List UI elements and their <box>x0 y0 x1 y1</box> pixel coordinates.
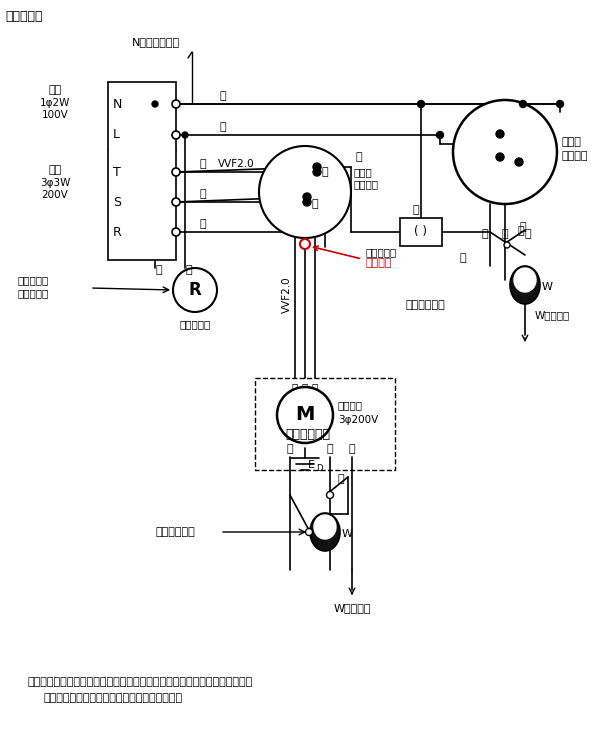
Text: VVF2.0: VVF2.0 <box>282 277 292 313</box>
Text: 100V: 100V <box>42 110 68 120</box>
Bar <box>108 82 176 260</box>
Text: 白: 白 <box>220 91 227 101</box>
Circle shape <box>496 130 504 138</box>
Circle shape <box>300 239 310 249</box>
Circle shape <box>313 163 321 171</box>
Text: W: W <box>542 282 553 292</box>
Text: わたり線は黒: わたり線は黒 <box>405 300 445 310</box>
Circle shape <box>172 131 180 139</box>
Text: 受金ねじ部: 受金ねじ部 <box>18 275 49 285</box>
Text: これ以外にも正解となる結線方法があります。: これ以外にも正解となる結線方法があります。 <box>44 693 183 703</box>
Circle shape <box>172 168 180 176</box>
Circle shape <box>172 228 180 236</box>
Text: わたり線は黒: わたり線は黒 <box>155 527 195 537</box>
Text: イ: イ <box>517 226 524 236</box>
Text: 黒: 黒 <box>200 159 206 169</box>
Circle shape <box>556 101 564 107</box>
Text: L: L <box>113 128 120 142</box>
Text: 電源: 電源 <box>49 85 62 95</box>
Text: 白: 白 <box>200 189 206 199</box>
Text: 赤: 赤 <box>326 444 333 454</box>
Bar <box>400 218 442 246</box>
Circle shape <box>172 100 180 108</box>
Text: イ: イ <box>413 205 419 215</box>
Text: の端子に白: の端子に白 <box>18 288 49 298</box>
Text: T: T <box>113 166 121 179</box>
Circle shape <box>418 101 424 107</box>
Text: リング: リング <box>354 167 373 177</box>
Text: E: E <box>308 460 315 470</box>
Circle shape <box>306 529 312 536</box>
Text: 黒: 黒 <box>286 444 293 454</box>
Circle shape <box>277 387 333 443</box>
Text: 赤: 赤 <box>312 382 318 392</box>
Text: 黒: 黒 <box>482 229 488 239</box>
Text: （正解の例）: （正解の例） <box>285 429 331 442</box>
Ellipse shape <box>310 513 340 551</box>
Text: 白: 白 <box>155 265 161 275</box>
Text: 中: 中 <box>321 167 328 177</box>
Circle shape <box>519 101 527 107</box>
Text: W: W <box>342 529 353 539</box>
Text: W端子に白: W端子に白 <box>535 310 570 320</box>
Text: コネクタ: コネクタ <box>562 151 588 161</box>
Circle shape <box>437 131 444 139</box>
Text: 黒: 黒 <box>220 122 227 132</box>
Text: 差込形: 差込形 <box>562 137 582 147</box>
Text: 接地側に白: 接地側に白 <box>365 247 396 257</box>
Circle shape <box>504 242 510 248</box>
Text: 200V: 200V <box>42 190 68 200</box>
Text: 赤: 赤 <box>501 229 508 239</box>
Circle shape <box>303 193 311 201</box>
Text: （注）上記は一例であり、スイッチ及びコンセントの結線方法については、: （注）上記は一例であり、スイッチ及びコンセントの結線方法については、 <box>28 677 253 687</box>
Text: 赤: 赤 <box>200 219 206 229</box>
Text: VVF2.0: VVF2.0 <box>218 159 254 169</box>
Circle shape <box>515 158 523 166</box>
Circle shape <box>152 101 158 107</box>
Circle shape <box>259 146 351 238</box>
Circle shape <box>303 198 311 206</box>
Text: 黒: 黒 <box>292 382 298 392</box>
Text: 施工省略: 施工省略 <box>338 400 363 410</box>
Text: 中: 中 <box>311 199 318 209</box>
Circle shape <box>172 198 180 206</box>
Text: W端子に白: W端子に白 <box>333 603 371 613</box>
Text: イ: イ <box>338 474 344 484</box>
Circle shape <box>173 268 217 312</box>
Circle shape <box>453 100 557 204</box>
Text: ( ): ( ) <box>415 226 428 239</box>
Text: 黒: 黒 <box>356 152 363 162</box>
Text: R: R <box>188 281 201 299</box>
Bar <box>255 378 395 470</box>
Text: 3φ3W: 3φ3W <box>40 178 70 188</box>
Circle shape <box>313 168 321 176</box>
Text: S: S <box>113 196 121 209</box>
Text: R: R <box>113 226 122 239</box>
Text: 白: 白 <box>349 444 355 454</box>
Text: N: N <box>113 98 123 110</box>
Text: 小で圧着: 小で圧着 <box>314 246 392 268</box>
Text: 白: 白 <box>302 382 308 392</box>
Text: スリーブ: スリーブ <box>354 179 379 189</box>
Text: イ: イ <box>519 222 525 232</box>
Text: 電源: 電源 <box>49 165 62 175</box>
Ellipse shape <box>314 515 336 539</box>
Text: Nの表示側に白: Nの表示側に白 <box>132 37 180 47</box>
Circle shape <box>326 491 333 499</box>
Circle shape <box>182 132 188 138</box>
Text: D: D <box>316 464 323 473</box>
Text: 1φ2W: 1φ2W <box>40 98 70 108</box>
Text: 黒: 黒 <box>185 265 192 275</box>
Text: 白: 白 <box>525 229 532 239</box>
Text: 【複線図】: 【複線図】 <box>5 10 43 23</box>
Text: M: M <box>295 405 315 425</box>
Circle shape <box>496 153 504 161</box>
Ellipse shape <box>510 266 540 304</box>
Text: 電源表示灯: 電源表示灯 <box>179 319 211 329</box>
Text: 3φ200V: 3φ200V <box>338 415 378 425</box>
Ellipse shape <box>514 268 536 292</box>
Text: 白: 白 <box>460 253 467 263</box>
